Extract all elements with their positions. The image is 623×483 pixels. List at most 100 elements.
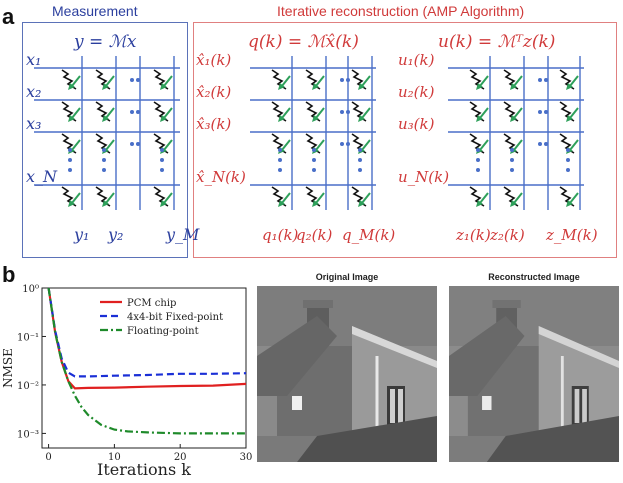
column-label: z_M(k) (545, 226, 598, 244)
column-label: q_M(k) (342, 226, 395, 244)
current-arrow (513, 107, 523, 119)
original-image (257, 286, 437, 462)
ellipsis-dot (312, 158, 316, 162)
current-arrowhead (160, 115, 167, 122)
current-arrowhead (566, 200, 573, 207)
ellipsis-dot (136, 78, 140, 82)
current-arrow (71, 107, 81, 119)
ellipsis-dot (566, 158, 570, 162)
ellipsis-dot (346, 142, 350, 146)
ellipsis-dot (160, 168, 164, 172)
memristor (271, 186, 287, 207)
row-label: x̂₃(k) (196, 115, 231, 133)
ellipsis-dot (538, 142, 542, 146)
current-arrowhead (510, 115, 517, 122)
row-label: x_N (26, 167, 58, 186)
current-arrow (569, 139, 579, 151)
memristor (469, 69, 485, 90)
plot-frame (41, 287, 247, 449)
current-arrowhead (68, 200, 75, 207)
memristor (61, 186, 77, 207)
current-arrow (315, 192, 325, 204)
row-label: x̂_N(k) (196, 168, 246, 186)
row-label: x₁ (26, 50, 41, 69)
column-label: z₁(k) (455, 226, 491, 244)
ellipsis-dot (346, 110, 350, 114)
reconstruction-title: Iterative reconstruction (AMP Algorithm) (277, 3, 525, 19)
memristor (95, 186, 111, 207)
ellipsis-dot (160, 148, 164, 152)
memristor (559, 101, 575, 122)
nmse-chart: 0 10 20 30 10⁰ 10⁻¹ 10⁻² 10⁻³ Iterations k NMSE PC… (1, 284, 252, 479)
ellipsis-dot (510, 158, 514, 162)
current-arrow (71, 75, 81, 87)
current-arrow (513, 139, 523, 151)
x-axis-label: Iterations k (97, 460, 191, 479)
memristor (153, 69, 169, 90)
ellipsis-dot (130, 142, 134, 146)
reconstructed-image-title: Reconstructed Image (488, 272, 580, 282)
measurement-box (22, 22, 188, 258)
x-tick-label: 30 (240, 452, 252, 463)
y-tick-label: 10⁰ (22, 284, 39, 295)
ellipsis-dot (510, 148, 514, 152)
measurement-title: Measurement (52, 3, 138, 19)
current-arrowhead (278, 200, 285, 207)
ellipsis-dot (476, 148, 480, 152)
current-arrow (315, 139, 325, 151)
ellipsis-dot (102, 168, 106, 172)
ellipsis-dot (102, 148, 106, 152)
memristor (61, 69, 77, 90)
ellipsis-dot (544, 78, 548, 82)
current-arrow (281, 75, 291, 87)
house-illustration (257, 286, 437, 462)
current-arrowhead (476, 115, 483, 122)
current-arrow (105, 192, 115, 204)
current-arrowhead (278, 83, 285, 90)
house-illustration (449, 286, 619, 462)
ellipsis-dot (566, 148, 570, 152)
ellipsis-dot (136, 142, 140, 146)
reconstruction-right-equation: u(k) = ℳᵀz(k) (438, 32, 556, 52)
current-arrow (281, 107, 291, 119)
ellipsis-dot (346, 78, 350, 82)
current-arrow (163, 75, 173, 87)
ellipsis-dot (278, 148, 282, 152)
panel-b-label: b (2, 262, 16, 287)
row-label: x₂ (26, 82, 41, 101)
current-arrow (315, 75, 325, 87)
current-arrow (281, 139, 291, 151)
ellipsis-dot (312, 148, 316, 152)
ellipsis-dot (358, 148, 362, 152)
current-arrowhead (476, 200, 483, 207)
reconstruction-left-equation: q(k) = ℳx̂(k) (248, 32, 359, 52)
current-arrow (479, 107, 489, 119)
reconstruction-box (193, 22, 617, 258)
memristor (351, 69, 367, 90)
current-arrowhead (566, 83, 573, 90)
memristor (559, 69, 575, 90)
memristor (95, 101, 111, 122)
legend-label: 4x4-bit Fixed-point (127, 312, 223, 323)
panel-a-label: a (2, 4, 15, 29)
row-label: x₃ (26, 114, 41, 133)
current-arrowhead (510, 83, 517, 90)
ellipsis-dot (566, 168, 570, 172)
current-arrow (163, 107, 173, 119)
row-label: u₁(k) (398, 51, 435, 69)
current-arrow (361, 107, 371, 119)
current-arrowhead (358, 115, 365, 122)
memristor (61, 101, 77, 122)
current-arrowhead (68, 115, 75, 122)
ellipsis-dot (68, 158, 72, 162)
current-arrow (569, 107, 579, 119)
memristor (503, 69, 519, 90)
x-tick-label: 20 (174, 452, 187, 463)
column-label: z₂(k) (489, 226, 525, 244)
column-label: q₁(k) (262, 226, 299, 244)
memristor (153, 186, 169, 207)
memristor (271, 101, 287, 122)
memristor (559, 186, 575, 207)
memristor (95, 69, 111, 90)
current-arrow (105, 107, 115, 119)
